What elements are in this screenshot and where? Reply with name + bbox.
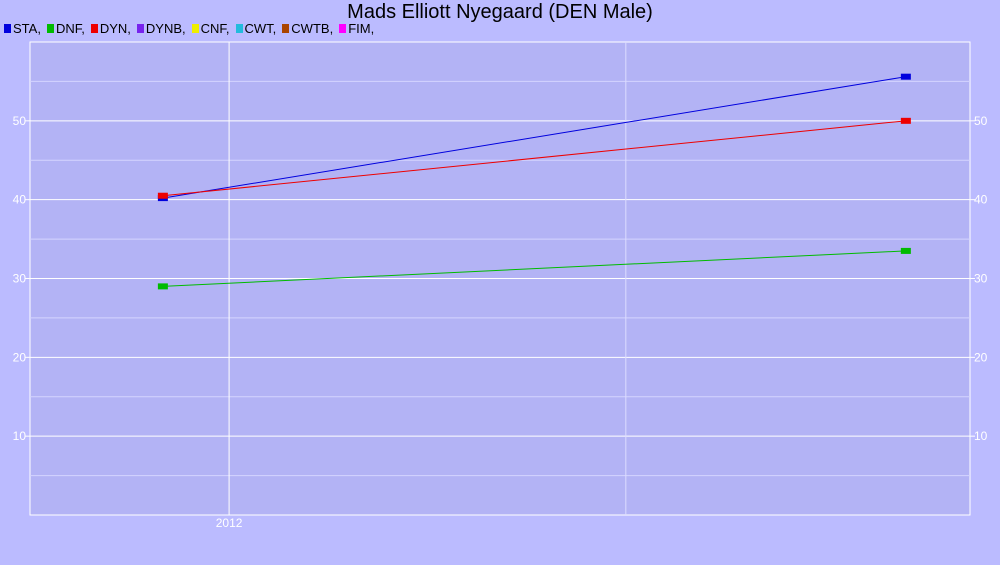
x-tick-label: 2012 [216,516,243,530]
y-tick-label-left: 40 [13,193,27,207]
legend: STA, DNF, DYN, DYNB, CNF, CWT, CWTB, FIM… [4,20,380,36]
legend-swatch [4,23,11,33]
y-tick-label-left: 20 [13,350,27,364]
y-tick-label-right: 30 [974,272,988,286]
legend-label: DYN, [99,20,131,36]
y-tick-label-left: 10 [13,429,27,443]
y-tick-label-right: 10 [974,429,988,443]
legend-swatch [235,23,243,33]
legend-item-dynb: DYNB, [136,20,186,36]
data-point-dyn [157,192,168,199]
legend-label: CNF, [200,20,230,36]
legend-item-cwtb: CWTB, [282,21,333,36]
legend-item-dnf: DNF, [46,20,85,36]
legend-item-fim: FIM, [339,21,374,36]
series-line-dnf [162,250,906,287]
legend-label: STA, [13,20,41,36]
y-tick-label-right: 40 [974,193,988,207]
legend-swatch [46,23,54,33]
data-point-sta [900,73,911,80]
y-tick-label-left: 30 [13,272,27,286]
legend-swatch [136,23,144,33]
legend-item-cnf: CNF, [191,20,230,36]
legend-label: CWTB, [291,20,334,36]
legend-label: FIM, [348,20,375,36]
legend-label: DYNB, [145,20,186,36]
data-point-dyn [900,117,911,124]
y-tick-label-right: 20 [974,350,988,364]
series-line-dyn [162,120,906,197]
series-line-sta [162,76,906,199]
legend-item-sta: STA, [4,21,41,36]
chart-title: Mads Elliott Nyegaard (DEN Male) [347,1,653,23]
legend-item-dyn: DYN, [90,20,131,36]
legend-swatch [191,23,199,33]
data-point-dnf [900,247,911,254]
legend-label: CWT, [244,20,277,36]
legend-item-cwt: CWT, [235,20,277,36]
legend-swatch [90,23,98,33]
y-tick-label-left: 50 [13,114,27,128]
data-point-dnf [157,283,168,290]
legend-swatch [282,23,290,33]
legend-swatch [339,23,347,33]
legend-label: DNF, [55,20,85,36]
y-tick-label-right: 50 [974,114,988,128]
